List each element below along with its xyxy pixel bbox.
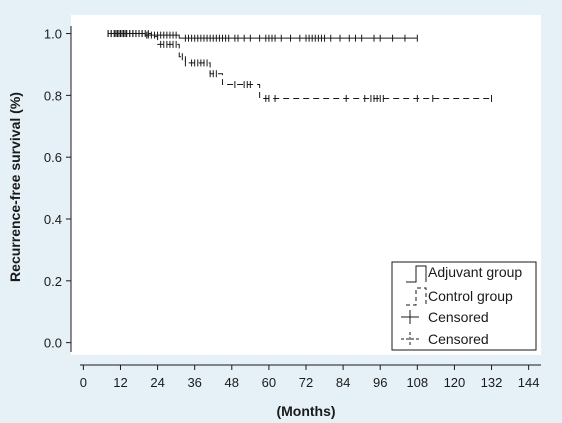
legend-censored-solid-icon	[401, 310, 419, 324]
x-tick-label: 96	[373, 375, 387, 390]
legend-control-step-symbol	[406, 287, 427, 306]
x-tick-label: 60	[262, 375, 276, 390]
x-tick-label: 24	[150, 375, 164, 390]
x-axis-title: (Months)	[276, 403, 335, 419]
legend-censored-solid-label: Censored	[428, 309, 489, 325]
legend-adjuvant-label: Adjuvant group	[428, 264, 522, 280]
x-tick-label: 72	[299, 375, 313, 390]
legend-censored-dashed-icon	[401, 332, 419, 346]
x-tick-label: 12	[113, 375, 127, 390]
legend-censored-dashed-label: Censored	[428, 331, 489, 347]
y-tick-label: 0.8	[44, 88, 62, 103]
series-layer	[107, 30, 493, 102]
ticks-layer: 0.0 0.2 0.4 0.6 0.8 1.0 0 12 24 36 48 60 72 84 96 108 12…	[44, 27, 540, 390]
x-tick-label: 132	[481, 375, 503, 390]
legend-adjuvant-step-symbol	[406, 265, 427, 283]
y-tick-label: 0.2	[44, 274, 62, 289]
legend: Adjuvant group Control group Censored Ce…	[391, 261, 537, 351]
y-tick-label: 0.4	[44, 212, 62, 227]
y-tick-label: 0.0	[44, 336, 62, 351]
y-tick-label: 1.0	[44, 27, 62, 42]
x-tick-label: 144	[518, 375, 540, 390]
x-tick-label: 0	[80, 375, 87, 390]
y-axis-title: Recurrence-free survival (%)	[7, 92, 23, 282]
x-tick-label: 108	[406, 375, 428, 390]
y-tick-label: 0.6	[44, 150, 62, 165]
x-tick-label: 84	[336, 375, 350, 390]
legend-control-label: Control group	[428, 288, 513, 304]
x-tick-label: 120	[444, 375, 466, 390]
x-tick-label: 36	[187, 375, 201, 390]
x-tick-label: 48	[225, 375, 239, 390]
